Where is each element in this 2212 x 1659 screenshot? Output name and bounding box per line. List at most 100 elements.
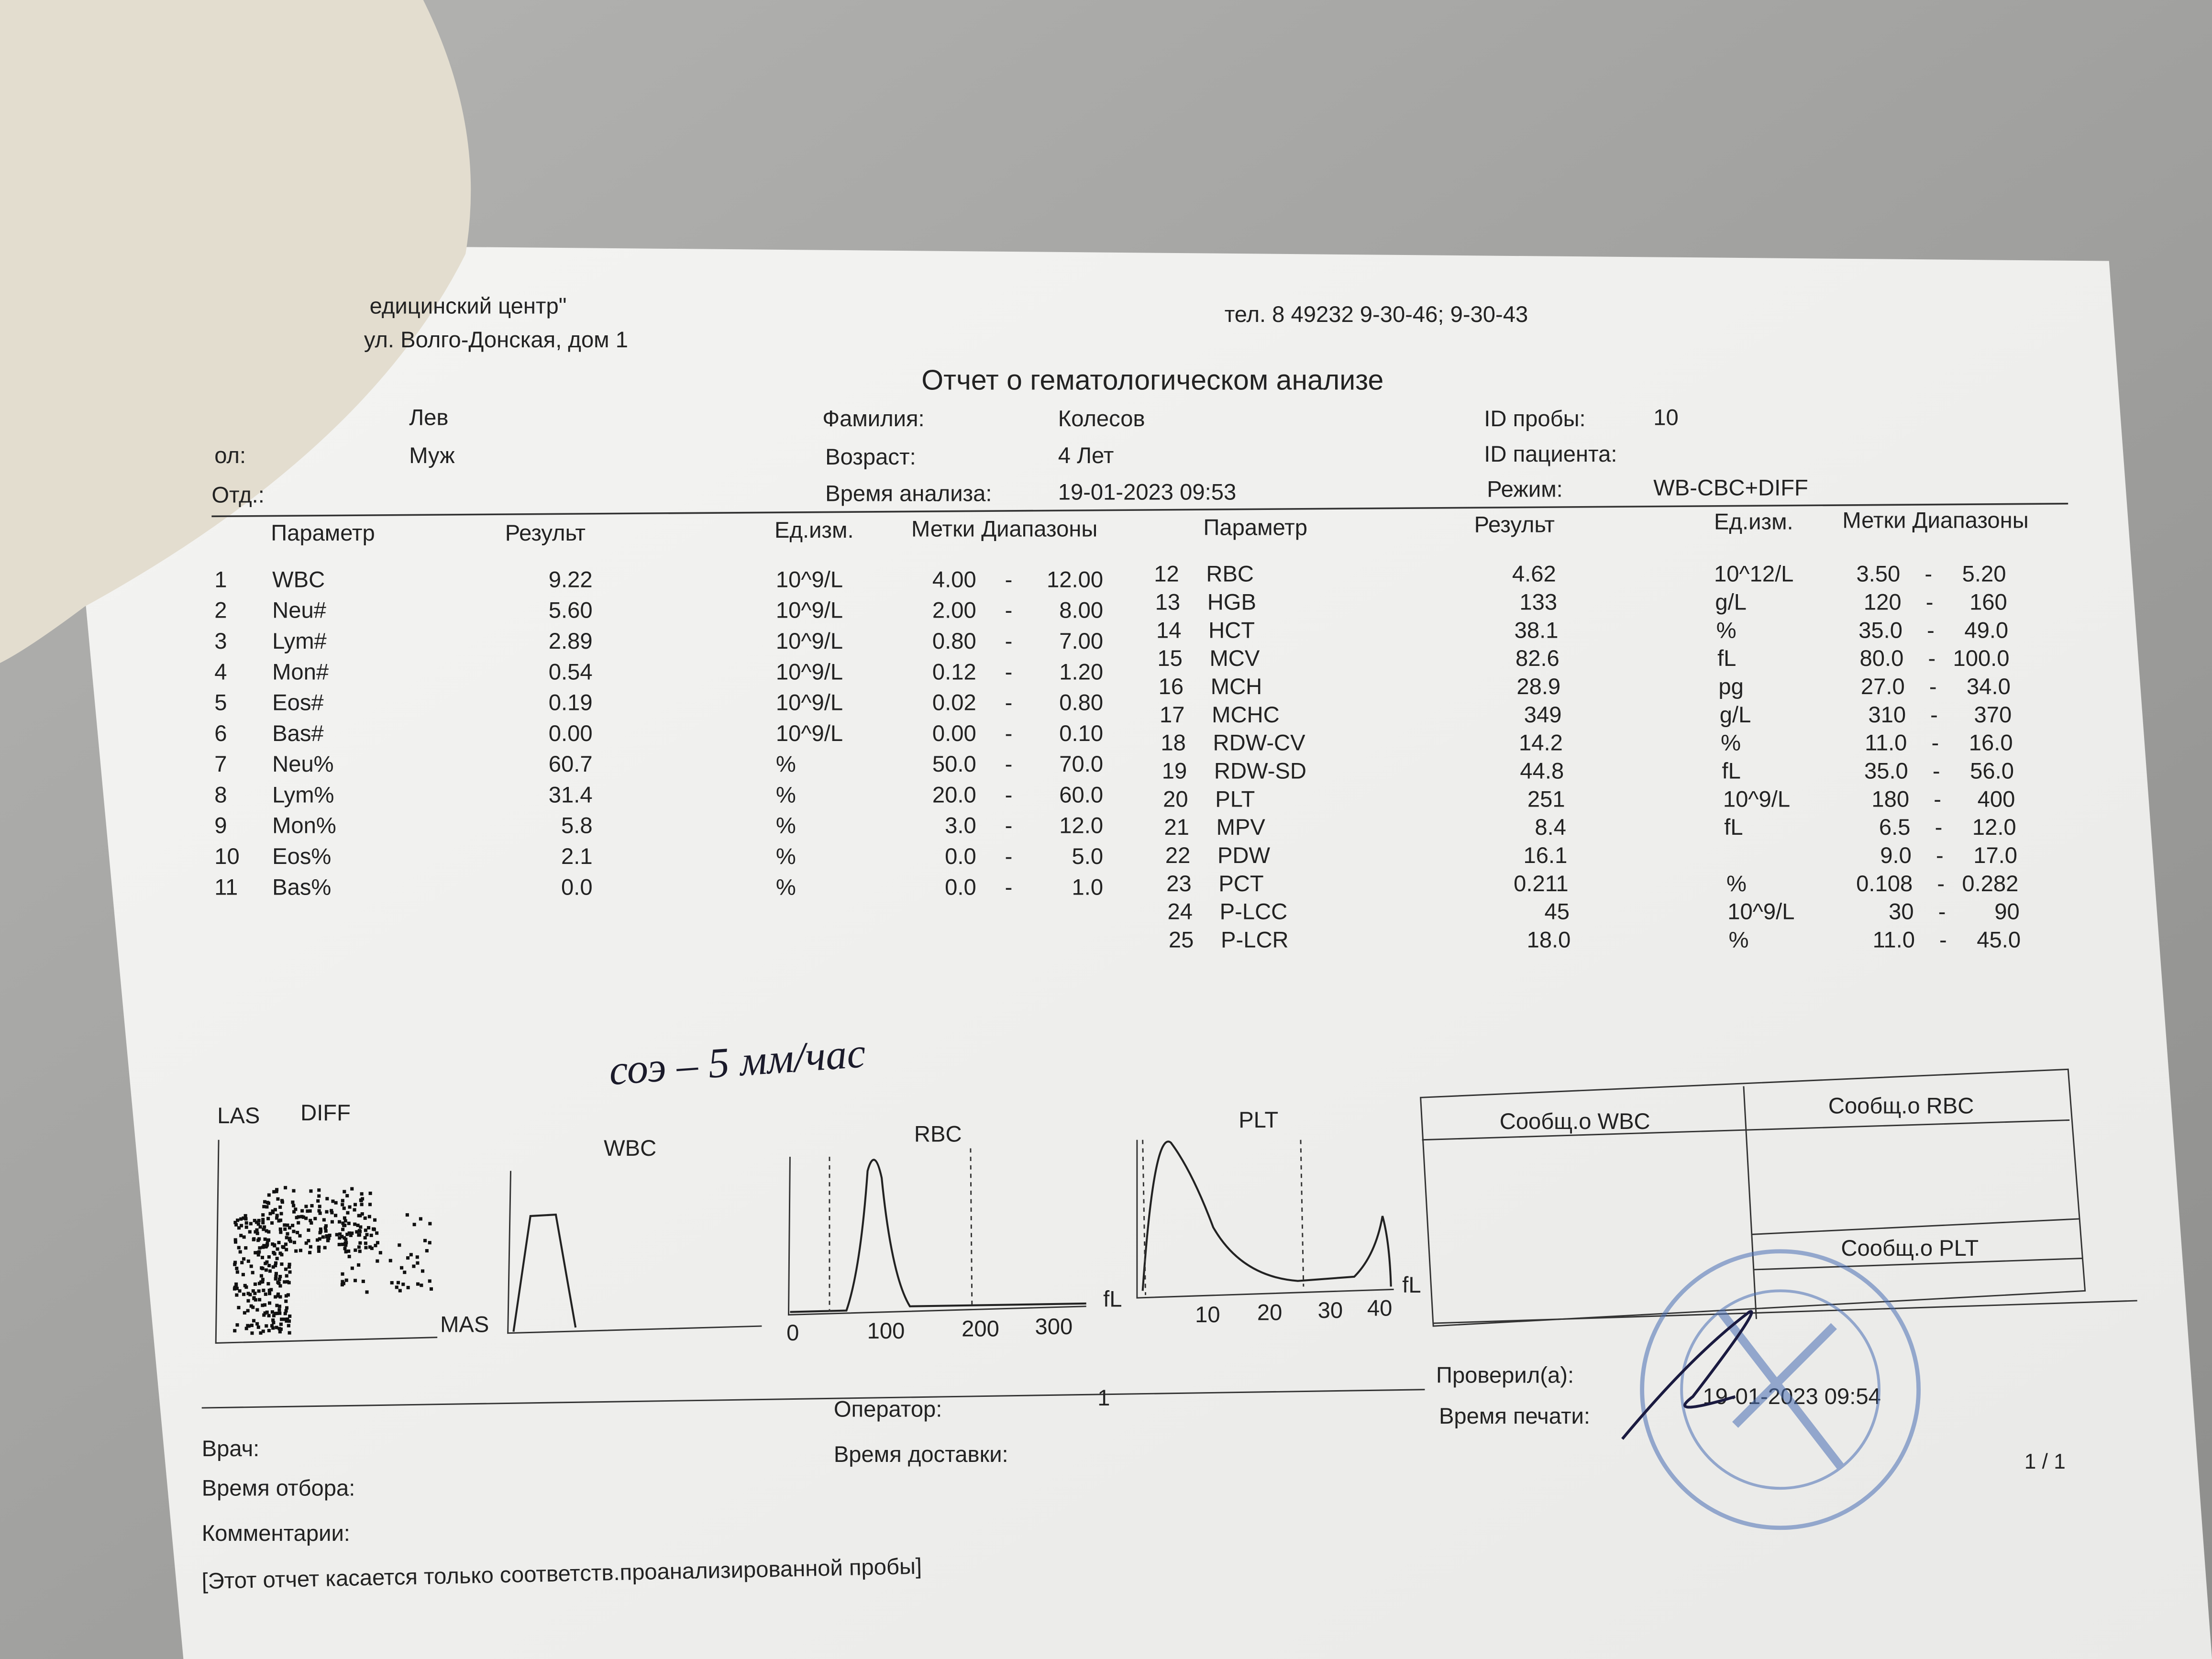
analysis-time-label: Время анализа: — [825, 481, 992, 506]
result: 5.8 — [561, 813, 593, 838]
scatter-dot — [251, 1305, 255, 1309]
scatter-dot — [331, 1199, 335, 1203]
row-number: 20 — [1163, 786, 1188, 811]
scatter-dot — [266, 1201, 271, 1205]
scatter-dot — [279, 1322, 283, 1326]
scatter-dot — [318, 1211, 322, 1215]
scatter-dot — [378, 1251, 382, 1255]
range-high: 0.282 — [1962, 871, 2018, 896]
scatter-cloud — [232, 1186, 433, 1335]
scatter-dot — [396, 1281, 400, 1284]
scatter-dot — [246, 1292, 250, 1295]
scatter-dot — [284, 1299, 288, 1303]
scatter-dot — [278, 1251, 282, 1255]
scatter-dot — [344, 1238, 348, 1241]
range-high: 49.0 — [1964, 617, 2008, 642]
scatter-dot — [301, 1215, 305, 1219]
scatter-dot — [233, 1262, 237, 1266]
parameter: Neu% — [272, 751, 333, 776]
scatter-dot — [361, 1280, 365, 1283]
scatter-dot — [235, 1323, 239, 1327]
scatter-dot — [242, 1293, 246, 1296]
wbc-title: WBC — [604, 1135, 656, 1161]
scatter-dot — [294, 1249, 298, 1253]
scatter-dot — [286, 1317, 289, 1321]
scatter-dot — [341, 1203, 344, 1206]
scatter-dot — [262, 1228, 265, 1231]
scatter-dot — [358, 1241, 362, 1245]
result: 28.9 — [1516, 674, 1560, 699]
scatter-dot — [246, 1309, 250, 1313]
unit: 10^9/L — [776, 690, 843, 715]
scatter-dot — [234, 1282, 238, 1286]
scatter-dot — [285, 1274, 288, 1278]
range-low: 0.0 — [945, 874, 976, 899]
scatter-dot — [265, 1260, 269, 1264]
range-separator: - — [1005, 628, 1013, 653]
page-number: 1 / 1 — [2024, 1450, 2066, 1473]
scatter-dot — [282, 1317, 286, 1321]
range-separator: - — [1926, 589, 1934, 614]
range-low: 120 — [1864, 589, 1902, 614]
row-number: 19 — [1162, 758, 1187, 783]
scatter-dot — [263, 1303, 267, 1307]
scatter-dot — [271, 1326, 275, 1330]
scatter-dot — [338, 1232, 342, 1236]
scatter-dot — [400, 1266, 404, 1270]
scatter-dot — [255, 1308, 259, 1312]
scatter-dot — [272, 1250, 276, 1254]
unit: 10^9/L — [1727, 899, 1794, 924]
scatter-dot — [261, 1278, 265, 1282]
scatter-dot — [335, 1233, 339, 1237]
scatter-dot — [262, 1244, 266, 1248]
scatter-dot — [270, 1324, 274, 1327]
unit: 10^9/L — [776, 597, 843, 623]
address: ул. Волго-Донская, дом 1 — [364, 327, 628, 352]
row-number: 7 — [214, 751, 227, 776]
row-number: 8 — [214, 782, 227, 807]
result: 9.22 — [549, 566, 593, 592]
range-low: 6.5 — [1879, 814, 1911, 840]
column-header: Результ — [505, 520, 586, 545]
scatter-dot — [254, 1251, 257, 1255]
range-low: 11.0 — [1865, 730, 1907, 755]
scatter-dot — [235, 1266, 239, 1270]
scatter-dot — [309, 1218, 312, 1222]
scatter-dot — [244, 1217, 248, 1221]
scatter-dot — [409, 1253, 413, 1257]
scatter-dot — [270, 1221, 274, 1225]
rbc-tick-label: 300 — [1035, 1314, 1073, 1339]
scatter-dot — [365, 1233, 369, 1237]
result: 16.1 — [1524, 842, 1568, 868]
scatter-dot — [239, 1217, 243, 1221]
scatter-dot — [297, 1215, 300, 1219]
unit: % — [776, 874, 796, 899]
scatter-dot — [241, 1272, 245, 1276]
scatter-dot — [298, 1234, 302, 1238]
scatter-dot — [324, 1229, 328, 1233]
scatter-dot — [347, 1249, 351, 1253]
scatter-dot — [277, 1305, 282, 1308]
range-low: 30 — [1889, 899, 1913, 924]
scatter-dot — [275, 1214, 279, 1217]
scatter-dot — [235, 1293, 239, 1297]
scatter-dot — [256, 1253, 260, 1257]
column-header: Результ — [1474, 511, 1555, 537]
scatter-dot — [273, 1208, 277, 1212]
result: 0.00 — [549, 720, 593, 746]
scatter-dot — [259, 1331, 263, 1335]
parameter: PDW — [1217, 842, 1271, 868]
scatter-dot — [251, 1289, 255, 1293]
range-low: 3.50 — [1856, 561, 1900, 586]
scatter-dot — [363, 1216, 367, 1220]
scatter-dot — [420, 1283, 423, 1287]
scatter-dot — [263, 1237, 267, 1241]
row-number: 6 — [214, 720, 227, 746]
result: 0.19 — [549, 690, 593, 715]
range-separator: - — [1005, 874, 1013, 899]
unit: pg — [1718, 674, 1743, 699]
scatter-dot — [237, 1305, 241, 1309]
scatter-dot — [283, 1280, 287, 1284]
scatter-dot — [288, 1265, 291, 1269]
range-high: 0.80 — [1059, 690, 1103, 715]
